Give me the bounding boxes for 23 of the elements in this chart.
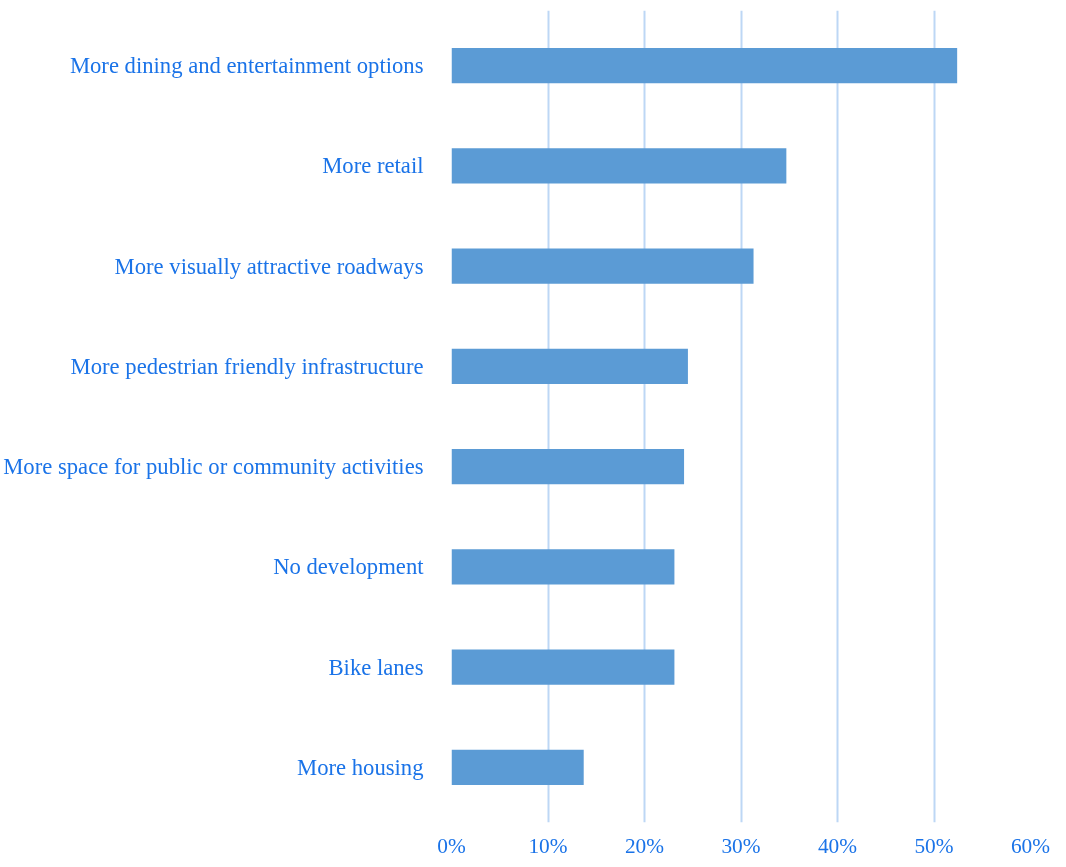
y-tick-label: More retail — [322, 153, 424, 179]
bar — [451, 749, 584, 785]
x-tick-label: 50% — [914, 833, 954, 858]
bar — [451, 549, 675, 585]
bar — [451, 449, 685, 485]
y-tick-label: More pedestrian friendly infrastructure — [70, 353, 424, 379]
y-tick-label: More visually attractive roadways — [114, 253, 424, 279]
x-tick-label: 30% — [721, 833, 761, 858]
y-tick-label: More space for public or community activities — [3, 454, 424, 480]
bar — [451, 148, 787, 184]
bar — [451, 649, 675, 685]
x-tick-label: 10% — [528, 833, 568, 858]
y-tick-label: More housing — [297, 754, 424, 780]
bar — [451, 348, 688, 384]
y-tick-label: No development — [273, 554, 425, 580]
x-tick-label: 20% — [624, 833, 665, 858]
bar — [451, 248, 754, 284]
y-tick-label: Bike lanes — [328, 654, 424, 680]
x-tick-label: 60% — [1010, 833, 1051, 858]
x-tick-label: 40% — [817, 833, 858, 858]
x-tick-label: 0% — [437, 833, 466, 858]
bar — [451, 48, 958, 84]
y-tick-label: More dining and entertainment options — [69, 53, 424, 79]
